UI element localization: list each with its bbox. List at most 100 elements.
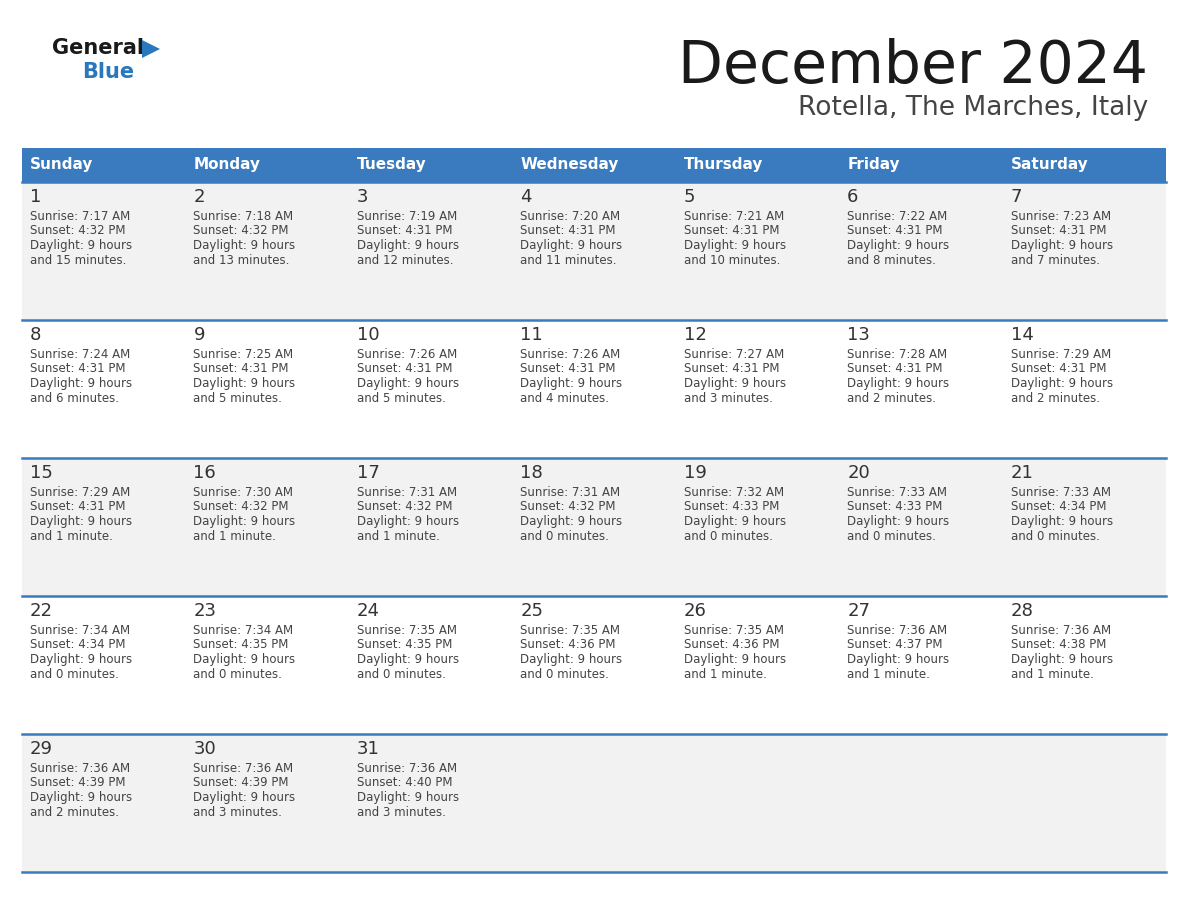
Text: Sunrise: 7:36 AM: Sunrise: 7:36 AM [1011, 624, 1111, 637]
Text: Sunrise: 7:35 AM: Sunrise: 7:35 AM [684, 624, 784, 637]
Text: and 1 minute.: and 1 minute. [30, 530, 113, 543]
Text: Daylight: 9 hours: Daylight: 9 hours [30, 791, 132, 804]
Text: 27: 27 [847, 602, 870, 620]
Text: and 5 minutes.: and 5 minutes. [356, 391, 446, 405]
Text: 28: 28 [1011, 602, 1034, 620]
Text: Daylight: 9 hours: Daylight: 9 hours [194, 515, 296, 528]
Text: and 0 minutes.: and 0 minutes. [684, 530, 772, 543]
Text: Daylight: 9 hours: Daylight: 9 hours [684, 377, 785, 390]
Text: Daylight: 9 hours: Daylight: 9 hours [684, 653, 785, 666]
Text: Thursday: Thursday [684, 158, 763, 173]
Bar [349, 148, 512, 182]
Text: Sunset: 4:31 PM: Sunset: 4:31 PM [847, 225, 942, 238]
Text: 4: 4 [520, 188, 532, 206]
Text: and 3 minutes.: and 3 minutes. [684, 391, 772, 405]
Text: and 8 minutes.: and 8 minutes. [847, 253, 936, 266]
Text: and 12 minutes.: and 12 minutes. [356, 253, 454, 266]
Text: Sunset: 4:40 PM: Sunset: 4:40 PM [356, 777, 453, 789]
Text: and 2 minutes.: and 2 minutes. [1011, 391, 1100, 405]
Text: 14: 14 [1011, 326, 1034, 344]
Text: 6: 6 [847, 188, 859, 206]
Text: Wednesday: Wednesday [520, 158, 619, 173]
Text: Daylight: 9 hours: Daylight: 9 hours [520, 515, 623, 528]
Bar [512, 148, 676, 182]
Text: Sunset: 4:35 PM: Sunset: 4:35 PM [194, 639, 289, 652]
Text: 22: 22 [30, 602, 53, 620]
Text: and 0 minutes.: and 0 minutes. [520, 530, 609, 543]
Text: Tuesday: Tuesday [356, 158, 426, 173]
Text: 18: 18 [520, 464, 543, 482]
Bar [185, 148, 349, 182]
Text: Sunrise: 7:34 AM: Sunrise: 7:34 AM [30, 624, 131, 637]
Text: Daylight: 9 hours: Daylight: 9 hours [1011, 653, 1113, 666]
Text: and 5 minutes.: and 5 minutes. [194, 391, 283, 405]
Polygon shape [143, 40, 160, 58]
Text: Daylight: 9 hours: Daylight: 9 hours [847, 653, 949, 666]
Text: Sunrise: 7:29 AM: Sunrise: 7:29 AM [1011, 348, 1111, 361]
Text: Daylight: 9 hours: Daylight: 9 hours [520, 377, 623, 390]
Text: 23: 23 [194, 602, 216, 620]
Text: Daylight: 9 hours: Daylight: 9 hours [356, 515, 459, 528]
Text: Daylight: 9 hours: Daylight: 9 hours [847, 515, 949, 528]
Text: Sunrise: 7:33 AM: Sunrise: 7:33 AM [847, 486, 947, 499]
Text: 20: 20 [847, 464, 870, 482]
Bar [23, 148, 185, 182]
Text: 13: 13 [847, 326, 870, 344]
Text: 26: 26 [684, 602, 707, 620]
Bar [1003, 148, 1165, 182]
Text: 29: 29 [30, 740, 53, 758]
Text: and 4 minutes.: and 4 minutes. [520, 391, 609, 405]
Text: Sunrise: 7:27 AM: Sunrise: 7:27 AM [684, 348, 784, 361]
Text: Sunset: 4:31 PM: Sunset: 4:31 PM [1011, 225, 1106, 238]
Bar [839, 148, 1003, 182]
Text: Daylight: 9 hours: Daylight: 9 hours [30, 239, 132, 252]
Text: and 1 minute.: and 1 minute. [1011, 667, 1093, 680]
Text: 9: 9 [194, 326, 204, 344]
Text: Sunrise: 7:34 AM: Sunrise: 7:34 AM [194, 624, 293, 637]
Text: 1: 1 [30, 188, 42, 206]
Text: Sunrise: 7:36 AM: Sunrise: 7:36 AM [194, 762, 293, 775]
Text: Sunrise: 7:30 AM: Sunrise: 7:30 AM [194, 486, 293, 499]
Bar [23, 734, 1165, 872]
Text: and 7 minutes.: and 7 minutes. [1011, 253, 1100, 266]
Text: Sunset: 4:32 PM: Sunset: 4:32 PM [356, 500, 453, 513]
Bar [23, 596, 1165, 734]
Text: Sunset: 4:31 PM: Sunset: 4:31 PM [356, 363, 453, 375]
Text: Sunrise: 7:31 AM: Sunrise: 7:31 AM [520, 486, 620, 499]
Text: Sunset: 4:31 PM: Sunset: 4:31 PM [194, 363, 289, 375]
Text: Daylight: 9 hours: Daylight: 9 hours [520, 653, 623, 666]
Text: Sunset: 4:35 PM: Sunset: 4:35 PM [356, 639, 453, 652]
Text: 25: 25 [520, 602, 543, 620]
Text: 19: 19 [684, 464, 707, 482]
Text: Sunset: 4:33 PM: Sunset: 4:33 PM [684, 500, 779, 513]
Text: Daylight: 9 hours: Daylight: 9 hours [1011, 515, 1113, 528]
Text: Sunset: 4:31 PM: Sunset: 4:31 PM [520, 225, 615, 238]
Text: Daylight: 9 hours: Daylight: 9 hours [356, 653, 459, 666]
Text: and 1 minute.: and 1 minute. [847, 667, 930, 680]
Text: and 10 minutes.: and 10 minutes. [684, 253, 781, 266]
Text: Sunrise: 7:31 AM: Sunrise: 7:31 AM [356, 486, 457, 499]
Text: Sunday: Sunday [30, 158, 94, 173]
Text: Sunrise: 7:33 AM: Sunrise: 7:33 AM [1011, 486, 1111, 499]
Text: Sunrise: 7:21 AM: Sunrise: 7:21 AM [684, 210, 784, 223]
Text: Sunrise: 7:24 AM: Sunrise: 7:24 AM [30, 348, 131, 361]
Text: Daylight: 9 hours: Daylight: 9 hours [30, 515, 132, 528]
Text: and 0 minutes.: and 0 minutes. [1011, 530, 1099, 543]
Text: 3: 3 [356, 188, 368, 206]
Text: and 0 minutes.: and 0 minutes. [847, 530, 936, 543]
Text: and 0 minutes.: and 0 minutes. [194, 667, 283, 680]
Text: Saturday: Saturday [1011, 158, 1088, 173]
Text: 8: 8 [30, 326, 42, 344]
Text: Rotella, The Marches, Italy: Rotella, The Marches, Italy [798, 95, 1148, 121]
Text: Sunrise: 7:22 AM: Sunrise: 7:22 AM [847, 210, 947, 223]
Text: Sunset: 4:31 PM: Sunset: 4:31 PM [520, 363, 615, 375]
Text: 30: 30 [194, 740, 216, 758]
Text: Sunrise: 7:17 AM: Sunrise: 7:17 AM [30, 210, 131, 223]
Text: Sunrise: 7:25 AM: Sunrise: 7:25 AM [194, 348, 293, 361]
Text: Daylight: 9 hours: Daylight: 9 hours [194, 791, 296, 804]
Text: Sunset: 4:39 PM: Sunset: 4:39 PM [194, 777, 289, 789]
Text: Sunset: 4:32 PM: Sunset: 4:32 PM [194, 225, 289, 238]
Text: Daylight: 9 hours: Daylight: 9 hours [684, 239, 785, 252]
Text: 5: 5 [684, 188, 695, 206]
Text: Daylight: 9 hours: Daylight: 9 hours [1011, 239, 1113, 252]
